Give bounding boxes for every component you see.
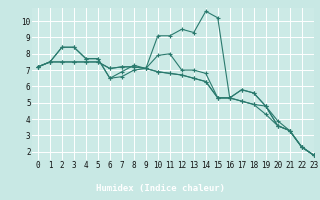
Text: Humidex (Indice chaleur): Humidex (Indice chaleur) (95, 184, 225, 193)
